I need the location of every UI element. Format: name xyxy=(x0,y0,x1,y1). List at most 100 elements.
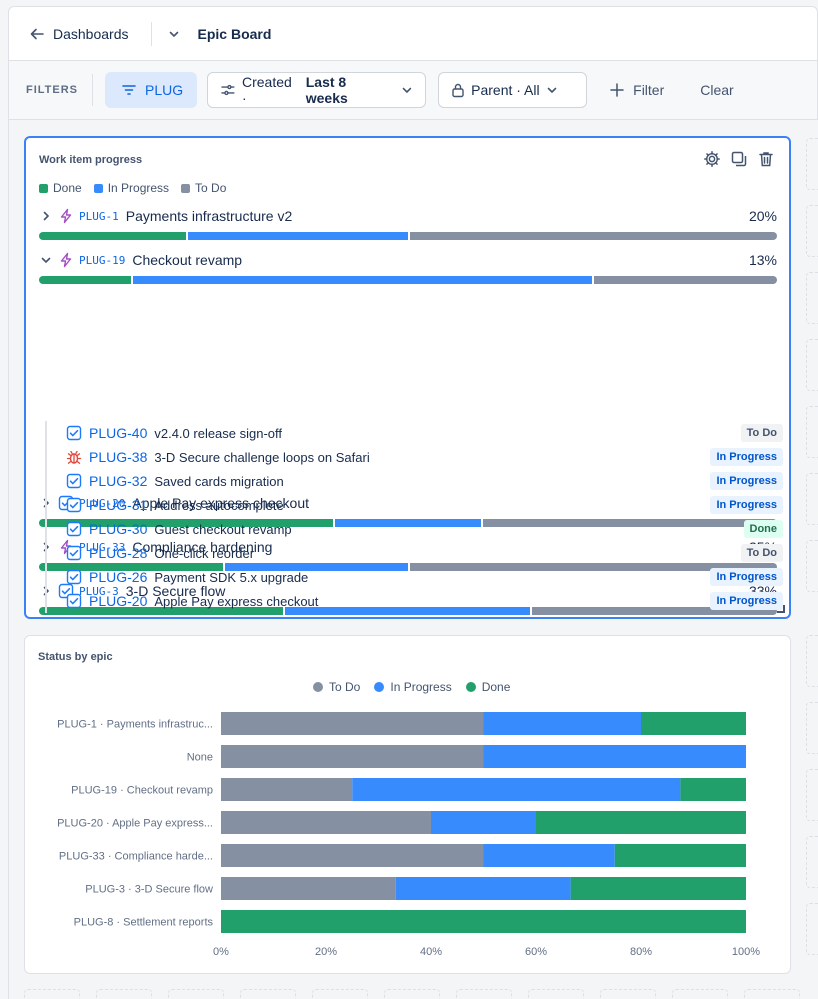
settings-button[interactable] xyxy=(703,150,721,168)
bar-segment-to-do[interactable] xyxy=(221,844,484,867)
panel-title: Work item progress xyxy=(39,154,143,166)
progress-done-segment xyxy=(39,276,131,284)
progress-in-progress-segment xyxy=(187,232,408,240)
chevron-down-icon[interactable] xyxy=(39,253,53,267)
bar-segment-done[interactable] xyxy=(641,712,746,735)
ghost-tile xyxy=(806,702,818,754)
epic-progress-bar xyxy=(39,563,777,571)
status-badge: To Do xyxy=(740,424,783,442)
add-filter-button[interactable]: Filter xyxy=(609,82,664,98)
epic-row[interactable]: PLUG-3 3-D Secure flow 33% xyxy=(39,579,777,615)
work-item-progress-panel[interactable]: Work item progress Done In Progress To D… xyxy=(24,136,791,619)
issue-key-link[interactable]: PLUG-31 xyxy=(89,497,148,513)
bar-segment-done[interactable] xyxy=(536,811,746,834)
ghost-tile xyxy=(744,989,800,999)
ghost-tile xyxy=(672,989,728,999)
gear-icon xyxy=(704,151,720,167)
bar-segment-in-progress[interactable] xyxy=(352,778,681,801)
clear-filters-button[interactable]: Clear xyxy=(700,82,734,98)
status-by-epic-panel[interactable]: Status by epic To Do In Progress Done PL… xyxy=(24,635,791,974)
status-badge: In Progress xyxy=(710,592,783,610)
epic-key-link[interactable]: PLUG-33 xyxy=(79,540,126,554)
epic-key-link[interactable]: PLUG-19 xyxy=(79,253,126,267)
created-filter-value: Last 8 weeks xyxy=(305,74,348,106)
back-to-dashboards-link[interactable]: Dashboards xyxy=(29,26,129,42)
bar-segment-in-progress[interactable] xyxy=(483,844,615,867)
duplicate-button[interactable] xyxy=(730,150,748,168)
progress-todo-segment xyxy=(531,607,777,615)
epic-row[interactable]: PLUG-1 Payments infrastructure v2 20% xyxy=(39,204,777,240)
child-issue-row[interactable]: PLUG-32 Saved cards migration In Progress xyxy=(47,469,783,493)
issue-key-link[interactable]: PLUG-30 xyxy=(89,521,148,537)
issue-key-link[interactable]: PLUG-20 xyxy=(89,593,148,609)
delete-button[interactable] xyxy=(757,150,775,168)
bar-segment-done[interactable] xyxy=(570,877,746,900)
epic-title: Checkout revamp xyxy=(132,252,243,268)
bar-segment-done[interactable] xyxy=(614,844,746,867)
bar-segment-in-progress[interactable] xyxy=(395,877,571,900)
issue-key-link[interactable]: PLUG-32 xyxy=(89,473,148,489)
issue-key-link[interactable]: PLUG-26 xyxy=(89,569,148,585)
filters-label: FILTERS xyxy=(26,84,79,96)
issue-title: Apple Pay express checkout xyxy=(154,593,319,609)
project-filter-label: PLUG xyxy=(145,82,184,98)
status-badge: To Do xyxy=(740,544,783,562)
bar-segment-to-do[interactable] xyxy=(221,877,396,900)
child-issue-row[interactable]: PLUG-30 Guest checkout revamp Done xyxy=(47,517,783,541)
child-issue-row[interactable]: PLUG-26 Payment SDK 5.x upgrade In Progres… xyxy=(47,565,783,589)
bar-segment-done[interactable] xyxy=(680,778,746,801)
chevron-right-icon[interactable] xyxy=(39,209,53,223)
copy-icon xyxy=(731,151,747,167)
progress-in-progress-segment xyxy=(334,519,482,527)
epic-row[interactable]: PLUG-19 Checkout revamp 13% xyxy=(39,248,777,284)
bar-segment-in-progress[interactable] xyxy=(483,712,642,735)
bar-segment-in-progress[interactable] xyxy=(431,811,536,834)
bar-segment-to-do[interactable] xyxy=(221,778,353,801)
epic-percent: 20% xyxy=(748,208,777,224)
x-tick-label: 20% xyxy=(315,946,337,958)
ghost-tile xyxy=(806,769,818,821)
status-by-epic-chart: PLUG-1 · Payments infrastruc... None PLUG-… xyxy=(57,712,760,958)
child-issue-row[interactable]: PLUG-28 One-click reorder To Do xyxy=(47,541,783,565)
created-filter-chip[interactable]: Created · Last 8 weeks xyxy=(207,72,427,108)
ghost-tile xyxy=(806,339,818,391)
issue-key-link[interactable]: PLUG-28 xyxy=(89,545,148,561)
child-issue-row[interactable]: PLUG-40 v2.4.0 release sign-off To Do xyxy=(47,421,783,445)
legend-done: Done xyxy=(465,680,510,694)
epic-key-link[interactable]: PLUG-1 xyxy=(79,209,119,223)
child-issue-row[interactable]: PLUG-20 Apple Pay express checkout In Prog… xyxy=(47,589,783,613)
chevron-down-icon xyxy=(402,87,412,94)
epic-key-link[interactable]: PLUG-3 xyxy=(79,584,119,598)
task-icon xyxy=(66,473,82,489)
chart-legend: To Do In Progress Done xyxy=(313,680,510,694)
progress-legend: Done In Progress To Do xyxy=(39,181,226,195)
bar-segment-done[interactable] xyxy=(221,910,746,933)
y-tick-label: None xyxy=(187,752,213,764)
legend-done: Done xyxy=(39,181,82,195)
child-issue-row[interactable]: PLUG-38 3-D Secure challenge loops on Saf… xyxy=(47,445,783,469)
issue-key-link[interactable]: PLUG-40 xyxy=(89,425,148,441)
ghost-tile xyxy=(806,406,818,458)
chevron-down-icon xyxy=(169,31,178,37)
filter-bar: FILTERS PLUG Created · Last 8 weeks Pare… xyxy=(8,60,818,120)
parent-filter-chip[interactable]: Parent · All xyxy=(438,72,588,108)
progress-todo-segment xyxy=(593,276,777,284)
issue-key-link[interactable]: PLUG-38 xyxy=(89,449,148,465)
x-tick-label: 80% xyxy=(630,946,652,958)
bar-segment-to-do[interactable] xyxy=(221,745,484,768)
bar-segment-to-do[interactable] xyxy=(221,811,431,834)
ghost-tile xyxy=(456,989,512,999)
created-filter-prefix: Created · xyxy=(241,74,292,106)
issue-title: Saved cards migration xyxy=(154,473,284,489)
bar-segment-in-progress[interactable] xyxy=(483,745,747,768)
epic-key-link[interactable]: PLUG-20 xyxy=(79,496,126,510)
bar-segment-to-do[interactable] xyxy=(221,712,484,735)
project-filter-chip[interactable]: PLUG xyxy=(105,72,198,108)
board-switcher-button[interactable] xyxy=(164,24,184,44)
task-icon xyxy=(66,497,82,513)
legend-to-do: To Do xyxy=(313,680,360,694)
resize-handle[interactable] xyxy=(777,605,785,613)
child-issue-row[interactable]: PLUG-31 Address autocomplete In Progress xyxy=(47,493,783,517)
issue-title: One-click reorder xyxy=(154,545,255,561)
ghost-tile xyxy=(96,989,152,999)
